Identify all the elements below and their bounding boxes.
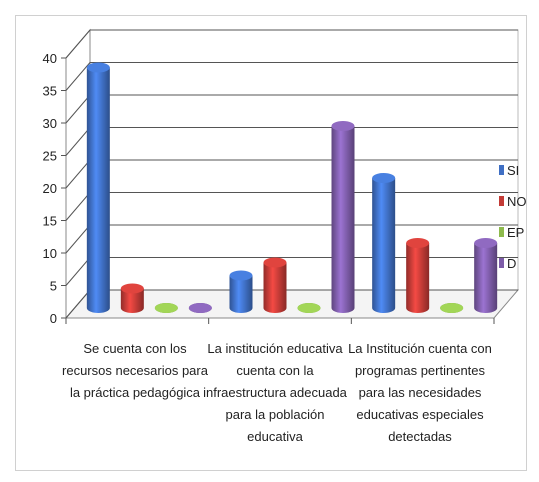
gridline <box>65 29 518 59</box>
bar-top <box>406 238 430 248</box>
bar-top <box>372 173 396 183</box>
category-label: La Institución cuenta con programas pert… <box>348 341 492 444</box>
bar-top <box>474 238 498 248</box>
bar-body <box>229 275 253 313</box>
bar <box>297 303 321 313</box>
legend-label: D <box>507 256 516 271</box>
category-label: La institución educativa cuenta con la i… <box>203 341 347 444</box>
bars <box>86 62 498 313</box>
bar-body <box>86 67 110 313</box>
legend-label: EP <box>507 225 524 240</box>
bar <box>188 303 212 313</box>
bar-top <box>331 121 355 131</box>
bar <box>474 238 498 313</box>
bar-body <box>474 243 498 313</box>
legend-swatch <box>499 196 504 206</box>
y-tick-label: 10 <box>43 246 57 261</box>
y-tick-label: 0 <box>50 311 57 326</box>
bar-top <box>86 62 110 73</box>
bar <box>440 303 464 313</box>
bar-top <box>229 270 253 281</box>
y-tick-label: 20 <box>43 181 57 196</box>
legend: SI NO EP D <box>499 163 527 271</box>
legend-swatch <box>499 227 504 237</box>
bar-top <box>154 303 178 313</box>
bar-body <box>406 243 430 313</box>
chart-walls <box>64 28 520 320</box>
bar-body <box>331 126 355 313</box>
y-tick-label: 25 <box>43 149 57 164</box>
bar-body <box>263 262 287 313</box>
legend-label: NO <box>507 194 527 209</box>
bar <box>120 283 144 313</box>
legend-swatch <box>499 258 504 268</box>
bar-body <box>120 288 144 313</box>
bar <box>229 270 253 313</box>
y-tick-label: 15 <box>43 214 57 229</box>
bar-top <box>263 257 287 268</box>
bar <box>372 173 396 313</box>
y-tick-label: 40 <box>43 51 57 66</box>
gridline <box>65 62 518 91</box>
bar-body <box>372 178 396 313</box>
legend-label: SI <box>507 163 519 178</box>
y-tick-label: 30 <box>43 116 57 131</box>
bar <box>86 62 110 313</box>
category-label: Se cuenta con los recursos necesarios pa… <box>62 341 208 400</box>
bar <box>406 238 430 313</box>
y-tick-label: 5 <box>50 279 57 294</box>
y-tick-label: 35 <box>43 84 57 99</box>
bar-top <box>440 303 464 313</box>
bar-top <box>188 303 212 313</box>
bar <box>331 121 355 313</box>
bar <box>263 257 287 313</box>
legend-swatch <box>499 165 504 175</box>
bar-top <box>297 303 321 313</box>
bar <box>154 303 178 313</box>
y-axis-ticks: 0 5 10 15 20 25 30 35 40 <box>43 51 495 326</box>
bar-top <box>120 283 144 294</box>
